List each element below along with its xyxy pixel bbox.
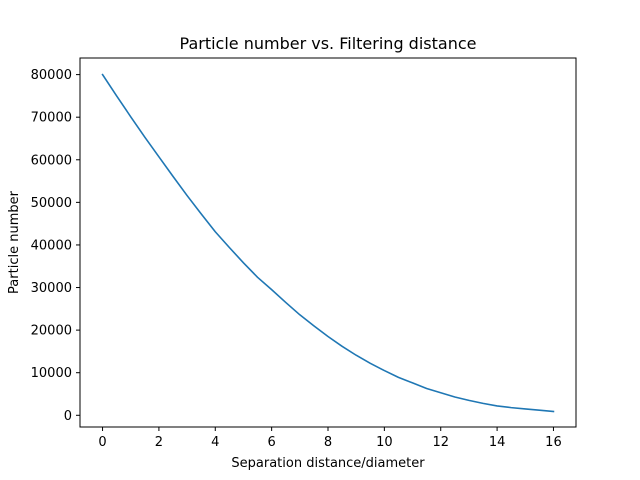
x-tick-label: 12 — [432, 435, 449, 450]
y-tick-label: 50000 — [31, 196, 72, 211]
y-tick-label: 70000 — [31, 111, 72, 126]
y-tick-label: 60000 — [31, 153, 72, 168]
y-tick-label: 30000 — [31, 281, 72, 296]
x-axis-label: Separation distance/diameter — [231, 456, 425, 471]
y-axis-label: Particle number — [7, 190, 22, 294]
x-tick-label: 8 — [324, 435, 332, 450]
y-tick-label: 20000 — [31, 324, 72, 339]
x-tick-label: 2 — [155, 435, 163, 450]
y-tick-label: 0 — [64, 409, 72, 424]
y-axis: 0 10000 20000 30000 40000 50000 60000 70000 8000… — [31, 68, 80, 424]
x-tick-label: 6 — [267, 435, 275, 450]
x-tick-label: 0 — [98, 435, 106, 450]
y-tick-label: 80000 — [31, 68, 72, 83]
x-tick-label: 16 — [545, 435, 562, 450]
y-tick-label: 10000 — [31, 366, 72, 381]
x-tick-label: 14 — [489, 435, 506, 450]
x-axis: 0 2 4 6 8 10 12 14 16 — [98, 427, 562, 450]
chart-title: Particle number vs. Filtering distance — [180, 34, 477, 53]
x-tick-label: 4 — [211, 435, 219, 450]
x-tick-label: 10 — [376, 435, 393, 450]
y-tick-label: 40000 — [31, 238, 72, 253]
series-line — [101, 73, 555, 413]
